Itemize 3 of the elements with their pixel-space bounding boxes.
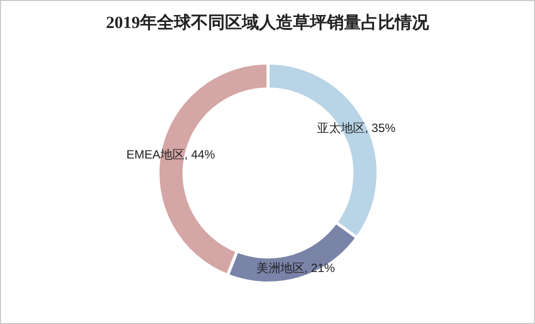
slice-label: 亚太地区, 35% [316,121,396,136]
slice-label: EMEA地区, 44% [126,147,216,162]
chart-title: 2019年全球不同区域人造草坪销量占比情况 [106,13,430,32]
